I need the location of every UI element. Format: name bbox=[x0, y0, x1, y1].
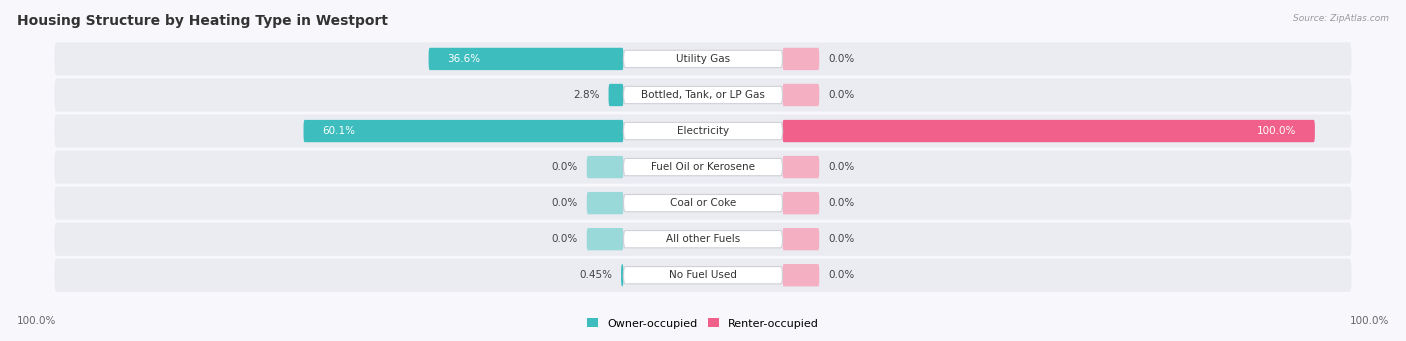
Text: No Fuel Used: No Fuel Used bbox=[669, 270, 737, 280]
FancyBboxPatch shape bbox=[55, 78, 1351, 112]
Text: 0.0%: 0.0% bbox=[828, 198, 855, 208]
FancyBboxPatch shape bbox=[783, 48, 820, 70]
FancyBboxPatch shape bbox=[783, 84, 820, 106]
Text: 100.0%: 100.0% bbox=[1350, 315, 1389, 326]
FancyBboxPatch shape bbox=[55, 187, 1351, 220]
Text: 0.0%: 0.0% bbox=[828, 162, 855, 172]
Text: 0.0%: 0.0% bbox=[828, 270, 855, 280]
Text: 0.0%: 0.0% bbox=[551, 234, 578, 244]
FancyBboxPatch shape bbox=[304, 120, 623, 142]
FancyBboxPatch shape bbox=[609, 84, 623, 106]
FancyBboxPatch shape bbox=[783, 156, 820, 178]
Text: 0.0%: 0.0% bbox=[551, 162, 578, 172]
Text: 0.0%: 0.0% bbox=[828, 234, 855, 244]
Text: Source: ZipAtlas.com: Source: ZipAtlas.com bbox=[1294, 14, 1389, 23]
Text: 100.0%: 100.0% bbox=[17, 315, 56, 326]
Text: Electricity: Electricity bbox=[676, 126, 730, 136]
Text: All other Fuels: All other Fuels bbox=[666, 234, 740, 244]
Legend: Owner-occupied, Renter-occupied: Owner-occupied, Renter-occupied bbox=[586, 318, 820, 329]
FancyBboxPatch shape bbox=[586, 228, 623, 250]
FancyBboxPatch shape bbox=[55, 42, 1351, 75]
FancyBboxPatch shape bbox=[783, 264, 820, 286]
Text: 0.45%: 0.45% bbox=[579, 270, 612, 280]
Text: 36.6%: 36.6% bbox=[447, 54, 479, 64]
FancyBboxPatch shape bbox=[623, 122, 783, 140]
FancyBboxPatch shape bbox=[55, 259, 1351, 292]
FancyBboxPatch shape bbox=[621, 264, 623, 286]
Text: 60.1%: 60.1% bbox=[322, 126, 354, 136]
Text: Bottled, Tank, or LP Gas: Bottled, Tank, or LP Gas bbox=[641, 90, 765, 100]
FancyBboxPatch shape bbox=[783, 120, 1315, 142]
Text: Housing Structure by Heating Type in Westport: Housing Structure by Heating Type in Wes… bbox=[17, 14, 388, 28]
Text: 0.0%: 0.0% bbox=[551, 198, 578, 208]
Text: Utility Gas: Utility Gas bbox=[676, 54, 730, 64]
FancyBboxPatch shape bbox=[586, 156, 623, 178]
FancyBboxPatch shape bbox=[55, 115, 1351, 148]
FancyBboxPatch shape bbox=[623, 86, 783, 104]
FancyBboxPatch shape bbox=[783, 192, 820, 214]
Text: Coal or Coke: Coal or Coke bbox=[669, 198, 737, 208]
FancyBboxPatch shape bbox=[55, 150, 1351, 184]
FancyBboxPatch shape bbox=[623, 194, 783, 212]
FancyBboxPatch shape bbox=[429, 48, 623, 70]
FancyBboxPatch shape bbox=[623, 159, 783, 176]
FancyBboxPatch shape bbox=[55, 223, 1351, 256]
FancyBboxPatch shape bbox=[783, 228, 820, 250]
Text: 0.0%: 0.0% bbox=[828, 54, 855, 64]
Text: 0.0%: 0.0% bbox=[828, 90, 855, 100]
Text: Fuel Oil or Kerosene: Fuel Oil or Kerosene bbox=[651, 162, 755, 172]
FancyBboxPatch shape bbox=[623, 231, 783, 248]
Text: 2.8%: 2.8% bbox=[572, 90, 599, 100]
FancyBboxPatch shape bbox=[623, 267, 783, 284]
Text: 100.0%: 100.0% bbox=[1257, 126, 1296, 136]
FancyBboxPatch shape bbox=[586, 192, 623, 214]
FancyBboxPatch shape bbox=[623, 50, 783, 68]
